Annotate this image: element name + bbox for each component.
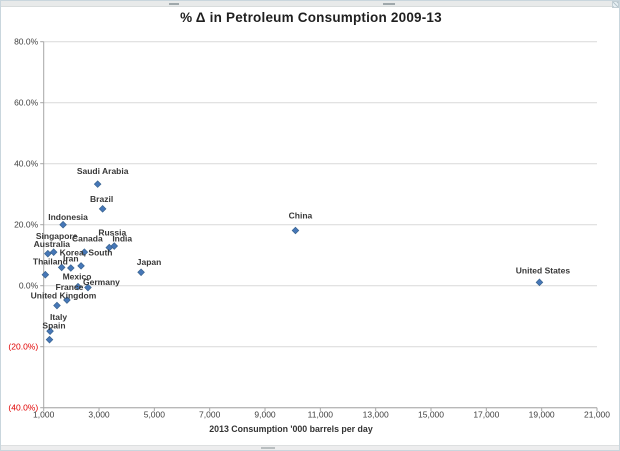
y-tick-label: (20.0%): [8, 342, 38, 352]
data-point-korea-south: [77, 262, 85, 270]
data-label-canada: Canada: [72, 234, 103, 244]
selection-handle-icon: [261, 447, 275, 449]
y-tick-label: 0.0%: [19, 281, 39, 291]
data-label-japan: Japan: [137, 257, 162, 267]
data-point-iran: [67, 264, 75, 272]
y-tick-label: 80.0%: [14, 37, 39, 47]
y-tick-label: (40.0%): [8, 403, 38, 413]
data-point-canada: [80, 248, 89, 256]
data-point-united-kingdom: [53, 301, 61, 310]
data-label-mexico: Mexico: [63, 272, 92, 282]
data-label-indonesia: Indonesia: [48, 212, 88, 222]
data-label-korea-south: Korea, South: [60, 247, 113, 257]
x-tick-label: 9,000: [254, 410, 276, 420]
page-bottom-strip: [1, 445, 619, 450]
data-point-france: [63, 296, 71, 304]
data-label-france: France: [56, 282, 84, 292]
selection-handle-icon: [612, 1, 619, 8]
x-tick-label: 1,000: [33, 410, 55, 420]
data-point-japan: [137, 268, 145, 277]
x-tick-label: 3,000: [88, 410, 110, 420]
x-tick-label: 15,000: [418, 410, 444, 420]
y-tick-label: 60.0%: [14, 98, 39, 108]
x-tick-label: 21,000: [584, 410, 610, 420]
x-tick-label: 5,000: [144, 410, 166, 420]
chart-title: % Δ in Petroleum Consumption 2009-13: [180, 10, 442, 25]
ruler-mark: [169, 3, 179, 5]
x-tick-label: 19,000: [529, 410, 555, 420]
data-point-united-states: [535, 278, 544, 287]
data-label-india: India: [112, 234, 132, 244]
data-label-singapore: Singapore: [36, 231, 78, 241]
data-label-thailand: Thailand: [33, 257, 68, 267]
data-point-spain: [45, 335, 54, 344]
x-axis-title: 2013 Consumption '000 barrels per day: [209, 424, 373, 434]
data-label-italy: Italy: [50, 312, 67, 322]
data-point-china: [291, 226, 300, 235]
data-label-russia: Russia: [98, 228, 126, 238]
x-tick-label: 7,000: [199, 410, 221, 420]
data-point-australia: [44, 249, 52, 258]
page-top-strip: [1, 1, 619, 7]
x-tick-label: 17,000: [473, 410, 499, 420]
data-label-iran: Iran: [63, 254, 79, 264]
data-point-thailand: [41, 270, 50, 279]
x-tick-label: 13,000: [363, 410, 389, 420]
ruler-mark: [383, 3, 395, 5]
y-tick-label: 40.0%: [14, 159, 39, 169]
data-label-brazil: Brazil: [90, 194, 113, 204]
data-label-germany: Germany: [83, 277, 120, 287]
data-label-australia: Australia: [34, 239, 71, 249]
data-point-unlabeled: [57, 263, 66, 272]
data-label-united-states: United States: [516, 265, 571, 275]
y-tick-label: 20.0%: [14, 220, 39, 230]
data-point-italy: [46, 327, 54, 335]
data-point-singapore: [49, 248, 58, 256]
data-label-china: China: [289, 210, 313, 220]
data-point-mexico: [74, 282, 82, 291]
data-label-united-kingdom: United Kingdom: [31, 291, 97, 301]
data-point-germany: [84, 283, 92, 292]
data-point-indonesia: [59, 220, 67, 229]
data-point-brazil: [98, 205, 107, 213]
x-tick-label: 11,000: [308, 410, 334, 420]
data-label-saudi-arabia: Saudi Arabia: [77, 166, 129, 176]
data-point-saudi-arabia: [93, 180, 102, 188]
data-point-russia: [105, 243, 114, 252]
data-label-spain: Spain: [42, 321, 65, 331]
